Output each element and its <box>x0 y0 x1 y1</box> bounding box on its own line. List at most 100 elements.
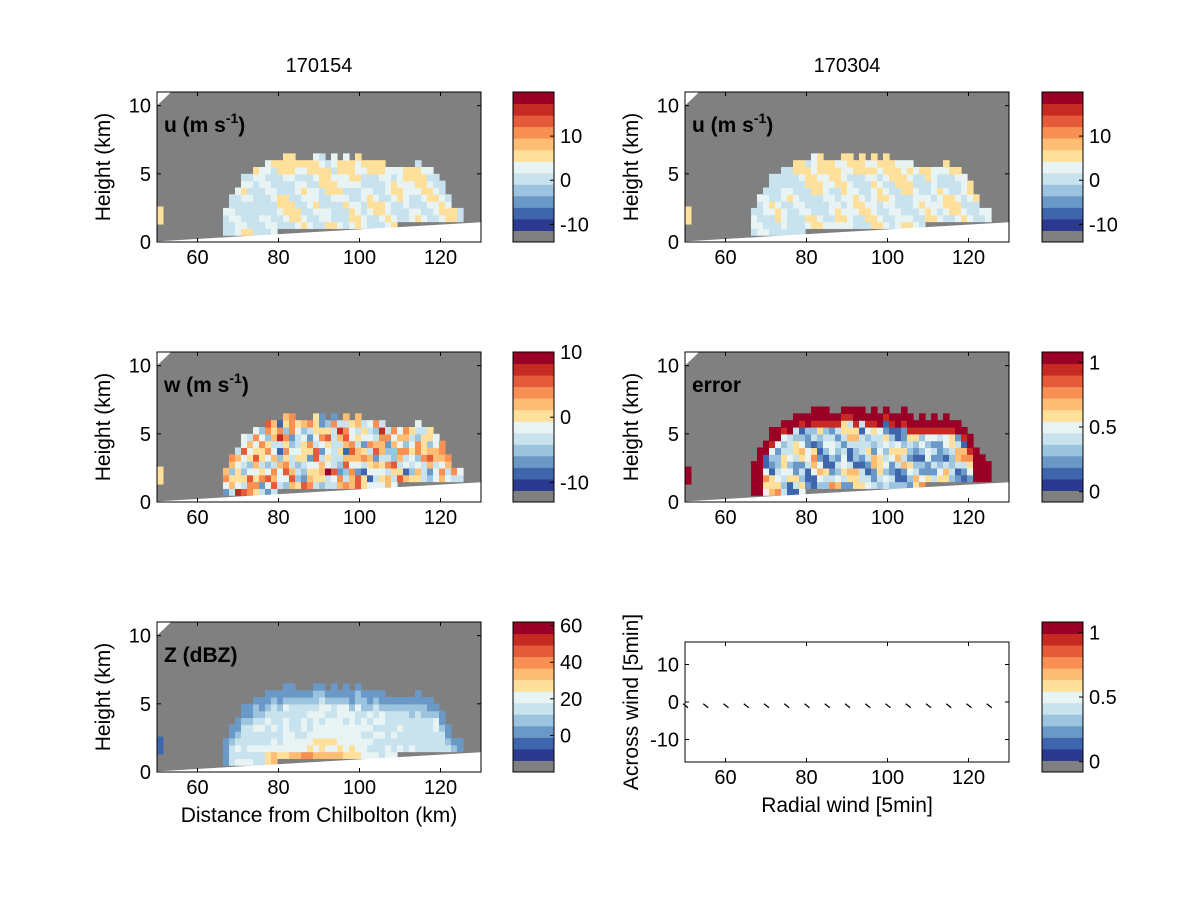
data-cell <box>361 194 368 202</box>
data-cell <box>847 160 854 168</box>
data-cell <box>295 717 302 725</box>
data-cell <box>277 214 284 223</box>
data-cell <box>919 221 926 229</box>
data-cell <box>421 744 428 753</box>
data-cell <box>301 447 308 455</box>
data-cell <box>331 474 338 483</box>
data-cell <box>799 488 806 496</box>
data-cell <box>295 751 302 759</box>
data-cell <box>343 724 350 732</box>
data-cell <box>907 461 914 469</box>
data-cell <box>829 180 836 189</box>
data-cell <box>385 201 392 209</box>
data-cell <box>295 440 302 449</box>
data-cell <box>823 420 830 428</box>
data-cell <box>967 454 974 462</box>
data-cell <box>823 180 830 189</box>
data-cell <box>241 447 248 455</box>
data-cell <box>859 447 866 455</box>
data-cell <box>373 173 380 182</box>
data-cell <box>409 180 416 189</box>
data-cell <box>919 207 926 216</box>
data-cell <box>847 454 854 462</box>
data-cell <box>445 474 452 483</box>
data-cell <box>799 167 806 175</box>
data-cell <box>223 214 230 223</box>
data-cell <box>361 447 368 455</box>
data-cell <box>805 427 812 435</box>
data-cell <box>403 187 410 195</box>
data-cell <box>895 173 902 182</box>
data-cell <box>427 180 434 189</box>
data-cell <box>865 160 872 168</box>
data-cell <box>805 467 812 476</box>
data-cell <box>379 461 386 469</box>
data-cell <box>253 717 260 725</box>
data-cell <box>361 703 368 712</box>
data-cell <box>397 207 404 216</box>
data-cell <box>937 447 944 455</box>
data-cell <box>253 427 260 435</box>
data-cell <box>343 173 350 182</box>
data-cell <box>877 440 884 449</box>
data-cell <box>355 413 362 421</box>
data-cell <box>763 207 770 216</box>
data-cell <box>907 474 914 483</box>
data-cell <box>253 758 260 766</box>
x-tick-label: 100 <box>343 777 376 799</box>
data-cell <box>253 751 260 759</box>
colorbar-tick-label: 0.5 <box>1089 687 1117 709</box>
data-cell <box>355 744 362 753</box>
data-cell <box>955 201 962 209</box>
data-cell <box>355 194 362 202</box>
data-cell <box>373 201 380 209</box>
data-cell <box>349 207 356 216</box>
data-cell <box>883 427 890 435</box>
data-cell <box>385 717 392 725</box>
data-cell <box>403 454 410 462</box>
data-cell <box>853 413 860 421</box>
data-cell <box>349 447 356 455</box>
data-cell <box>331 467 338 476</box>
data-cell <box>361 433 368 442</box>
data-cell <box>349 433 356 442</box>
data-cell <box>355 447 362 455</box>
data-cell <box>307 201 314 209</box>
data-cell <box>247 731 254 739</box>
data-cell <box>403 201 410 209</box>
data-cell <box>817 153 824 161</box>
data-cell <box>247 207 254 216</box>
data-cell <box>223 737 230 746</box>
data-cell <box>943 214 950 223</box>
data-cell <box>319 201 326 209</box>
data-cell <box>889 160 896 168</box>
data-cell <box>859 214 866 223</box>
data-cell <box>781 427 788 435</box>
data-cell <box>259 461 266 469</box>
data-cell <box>367 454 374 462</box>
x-tick-label: 120 <box>424 247 457 269</box>
data-cell <box>421 737 428 746</box>
data-cell <box>379 737 386 746</box>
data-cell <box>415 690 422 698</box>
data-cell <box>361 173 368 182</box>
colorbar-tick-label: 0 <box>1089 752 1100 774</box>
x-tick-label: 100 <box>871 767 904 789</box>
data-cell <box>241 440 248 449</box>
data-cell <box>451 467 458 476</box>
data-cell <box>811 167 818 175</box>
data-cell <box>859 440 866 449</box>
data-cell <box>241 467 248 476</box>
data-cell <box>781 481 788 489</box>
data-cell <box>781 167 788 175</box>
data-cell <box>403 214 410 223</box>
data-cell <box>805 433 812 442</box>
data-cell <box>241 724 248 732</box>
y-tick-label: 10 <box>657 655 679 677</box>
data-cell <box>823 427 830 435</box>
data-cell <box>961 427 968 435</box>
data-cell <box>913 461 920 469</box>
colorbar-cell <box>1042 478 1083 491</box>
data-cell <box>889 207 896 216</box>
data-cell <box>895 194 902 202</box>
